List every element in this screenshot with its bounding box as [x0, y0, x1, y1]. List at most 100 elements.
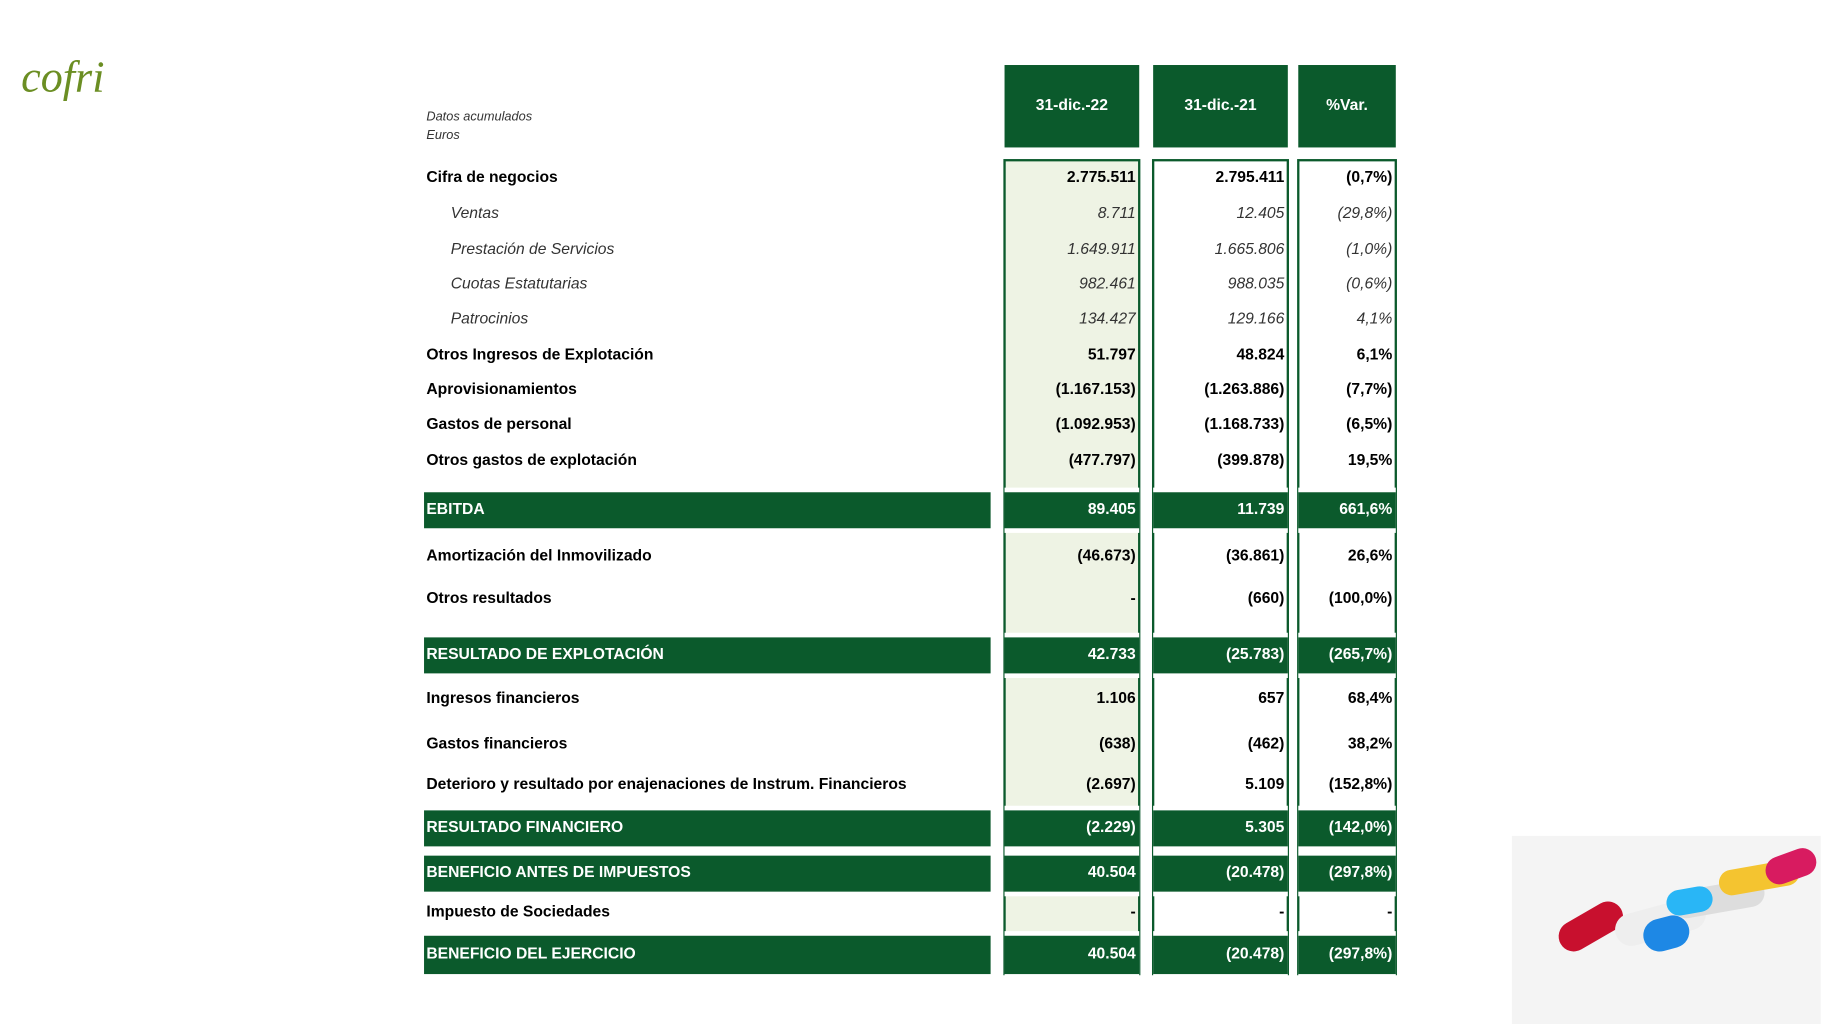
cell: (152,8%): [1329, 776, 1393, 793]
cell: (7,7%): [1346, 381, 1392, 398]
band: [1004, 492, 1140, 529]
band: [424, 855, 991, 892]
band: [1298, 637, 1396, 674]
cell: 134.427: [1079, 310, 1137, 327]
cell: 1.649.911: [1067, 241, 1136, 258]
row-label: Otros Ingresos de Explotación: [426, 346, 653, 363]
cell: 6,1%: [1357, 346, 1393, 363]
cell: (6,5%): [1346, 416, 1392, 433]
row-label: Amortización del Inmovilizado: [426, 547, 651, 564]
cell: (1,0%): [1346, 241, 1392, 258]
cell: 19,5%: [1348, 452, 1392, 469]
row-label: Gastos de personal: [426, 416, 571, 433]
band: [1004, 855, 1140, 892]
band: [1298, 492, 1396, 529]
cell: 51.797: [1088, 346, 1136, 363]
cell: (1.092.953): [1056, 416, 1136, 433]
band: [1153, 810, 1288, 847]
cell: -: [1279, 904, 1284, 921]
row-label: Aprovisionamientos: [426, 381, 577, 398]
cell: 4,1%: [1357, 310, 1393, 327]
row-label: EBITDA: [426, 501, 484, 518]
band: [1153, 855, 1288, 892]
cell: 68,4%: [1348, 690, 1392, 707]
pills: [1511, 835, 1821, 1024]
header-cell: [1298, 65, 1396, 148]
cell: (399.878): [1217, 452, 1284, 469]
cell: (100,0%): [1329, 590, 1393, 607]
band: [1004, 810, 1140, 847]
cell: 2.775.511: [1067, 169, 1136, 186]
row-label: RESULTADO FINANCIERO: [426, 819, 623, 836]
cell: (462): [1248, 735, 1285, 752]
band: [1004, 637, 1140, 674]
band: [1298, 855, 1396, 892]
band: [424, 810, 991, 847]
band: [1298, 935, 1396, 975]
row-label: Patrocinios: [451, 310, 529, 327]
cell: (0,6%): [1346, 276, 1392, 293]
cell: (20.478): [1226, 864, 1284, 881]
cell: (36.861): [1226, 547, 1284, 564]
header-cell: [1153, 65, 1288, 148]
cell: 982.461: [1079, 276, 1136, 293]
cell: 5.305: [1245, 819, 1284, 836]
cell: (0,7%): [1346, 169, 1392, 186]
note: Euros: [426, 127, 460, 142]
band: [424, 492, 991, 529]
band: [1004, 935, 1140, 975]
row-label: Otros resultados: [426, 590, 552, 607]
cell: 2.795.411: [1216, 169, 1285, 186]
cell: 42.733: [1088, 646, 1136, 663]
cell: 988.035: [1228, 276, 1285, 293]
cell: (1.168.733): [1204, 416, 1284, 433]
cell: (46.673): [1077, 547, 1135, 564]
band: [1298, 810, 1396, 847]
cell: 1.106: [1097, 690, 1136, 707]
row-label: Deterioro y resultado por enajenaciones …: [426, 776, 907, 793]
cell: 1.665.806: [1215, 241, 1285, 258]
cell: -: [1131, 590, 1136, 607]
row-label: Prestación de Servicios: [451, 241, 615, 258]
cell: 8.711: [1098, 205, 1136, 222]
cell: 38,2%: [1348, 735, 1392, 752]
cell: (20.478): [1226, 945, 1284, 962]
cell: 657: [1258, 690, 1284, 707]
cell: 661,6%: [1339, 501, 1392, 518]
row-label: Cuotas Estatutarias: [451, 276, 588, 293]
cell: (660): [1248, 590, 1285, 607]
cell: (1.167.153): [1056, 381, 1136, 398]
cell: (265,7%): [1329, 646, 1393, 663]
cell: 40.504: [1088, 945, 1136, 962]
cell: 40.504: [1088, 864, 1136, 881]
cell: (1.263.886): [1204, 381, 1284, 398]
cell: (25.783): [1226, 646, 1284, 663]
cell: (2.697): [1086, 776, 1136, 793]
column-header: 31-dic.-22: [1036, 97, 1109, 114]
cell: (142,0%): [1329, 819, 1393, 836]
band: [1153, 637, 1288, 674]
row-label: Ventas: [451, 205, 499, 222]
row-label: BENEFICIO DEL EJERCICIO: [426, 945, 635, 962]
row-label: Cifra de negocios: [426, 169, 558, 186]
cell: (638): [1099, 735, 1136, 752]
cell: 129.166: [1228, 310, 1285, 327]
row-label: Impuesto de Sociedades: [426, 904, 610, 921]
note: Datos acumulados: [426, 109, 532, 124]
band: [1153, 935, 1288, 975]
row-label: RESULTADO DE EXPLOTACIÓN: [426, 644, 663, 663]
row-label: Ingresos financieros: [426, 690, 579, 707]
cell: (297,8%): [1329, 945, 1393, 962]
row-label: Gastos financieros: [426, 735, 567, 752]
band: [1153, 492, 1288, 529]
column-header: %Var.: [1326, 97, 1368, 114]
cell: (29,8%): [1337, 205, 1392, 222]
cell: 11.739: [1237, 501, 1284, 518]
cell: 5.109: [1245, 776, 1284, 793]
cell: 48.824: [1236, 346, 1284, 363]
row-label: BENEFICIO ANTES DE IMPUESTOS: [426, 864, 690, 881]
header-cell: [1004, 65, 1140, 148]
cell: -: [1131, 904, 1136, 921]
